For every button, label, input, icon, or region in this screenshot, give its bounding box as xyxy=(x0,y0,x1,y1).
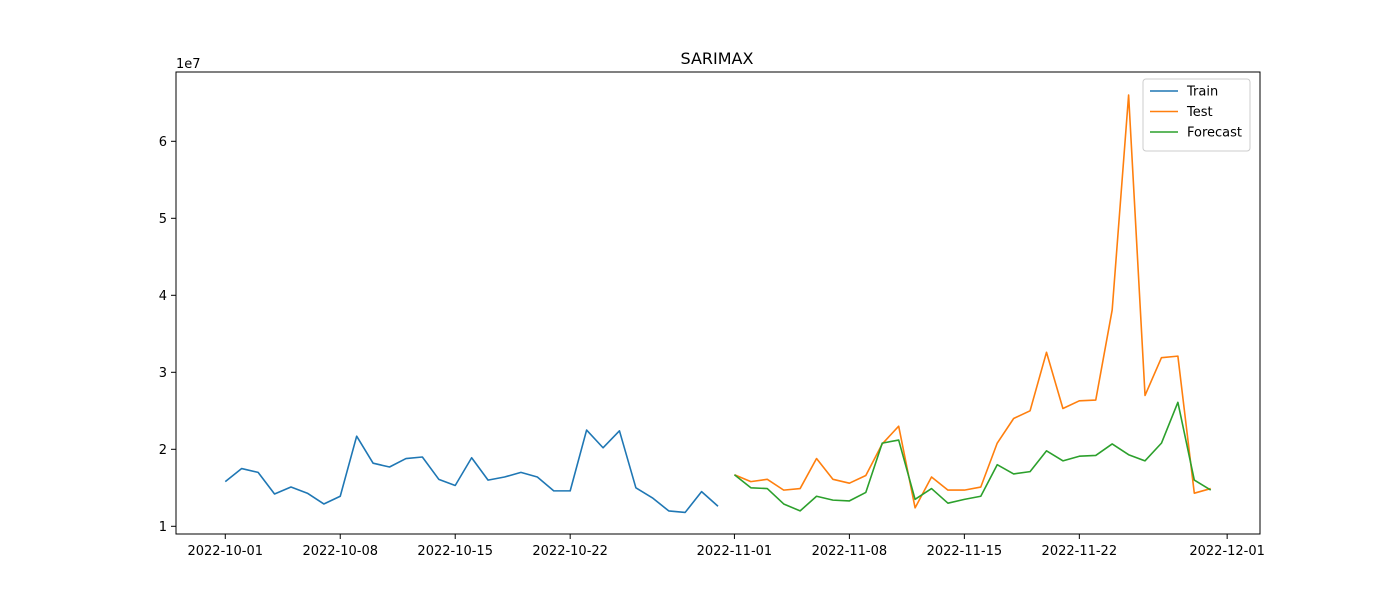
x-axis: 2022-10-01 2022-10-08 2022-10-15 2022-10-22… xyxy=(187,534,1265,559)
x-tick-label: 2022-12-01 xyxy=(1189,544,1265,559)
x-tick-label: 2022-10-15 xyxy=(417,544,493,559)
legend-label-train: Train xyxy=(1186,85,1218,100)
plot-frame xyxy=(175,71,1261,535)
y-tick-label: 3 xyxy=(159,366,167,381)
legend-label-forecast: Forecast xyxy=(1187,126,1242,141)
y-tick-label: 4 xyxy=(159,289,167,304)
legend-box xyxy=(1142,78,1251,152)
x-tick-label: 2022-11-08 xyxy=(812,544,888,559)
legend: Train Test Forecast xyxy=(1142,78,1251,152)
x-tick-label: 2022-11-01 xyxy=(697,544,773,559)
chart-title: SARIMAX xyxy=(681,49,754,68)
series-line-forecast xyxy=(733,401,1212,512)
y-tick-label: 2 xyxy=(159,443,167,458)
x-tick-label: 2022-10-22 xyxy=(532,544,608,559)
series-line-train xyxy=(224,429,719,514)
y-tick-label: 1 xyxy=(159,520,167,535)
series-layer xyxy=(224,94,1212,514)
x-tick-label: 2022-11-15 xyxy=(927,544,1003,559)
y-axis: 1 2 3 4 5 6 xyxy=(159,135,176,535)
series-line-test xyxy=(734,94,1211,509)
x-tick-label: 2022-10-08 xyxy=(302,544,378,559)
legend-label-test: Test xyxy=(1186,105,1213,120)
x-tick-label: 2022-11-22 xyxy=(1042,544,1118,559)
y-tick-label: 6 xyxy=(159,135,167,150)
y-axis-offset-label: 1e7 xyxy=(176,57,201,72)
x-tick-label: 2022-10-01 xyxy=(187,544,263,559)
y-tick-label: 5 xyxy=(159,212,167,227)
